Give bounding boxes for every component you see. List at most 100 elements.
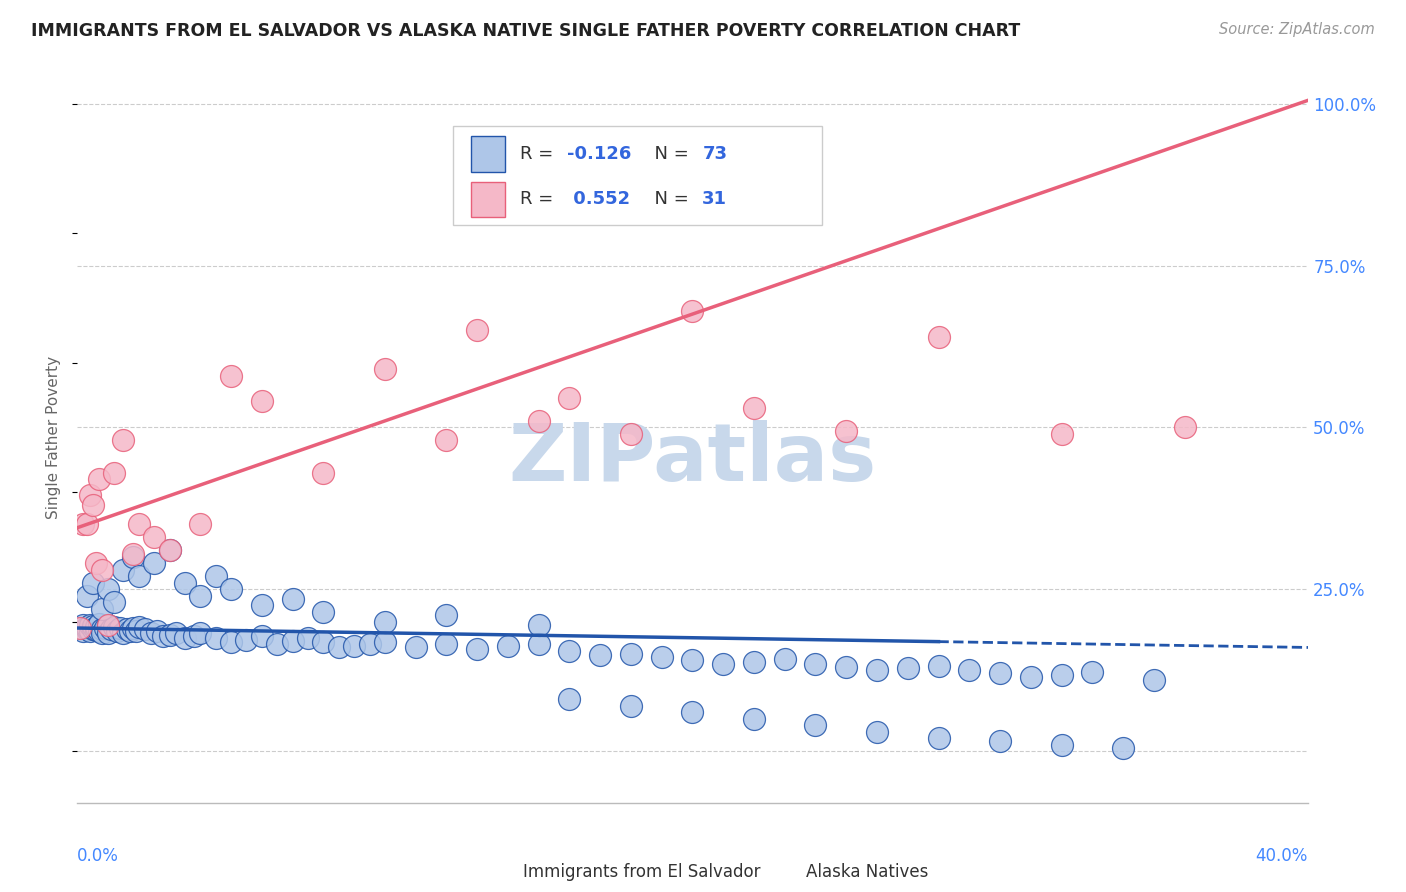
Point	[374, 615, 396, 629]
Text: 73: 73	[703, 145, 727, 163]
Point	[97, 625, 120, 640]
Point	[988, 734, 1011, 748]
Point	[651, 650, 673, 665]
Point	[82, 622, 104, 636]
Point	[188, 589, 212, 603]
Point	[527, 617, 550, 632]
Text: ZIPatlas: ZIPatlas	[509, 420, 876, 498]
Point	[1050, 667, 1073, 681]
Point	[94, 621, 117, 635]
Point	[374, 362, 396, 376]
Point	[359, 637, 381, 651]
Point	[188, 517, 212, 532]
Point	[128, 569, 150, 583]
Point	[250, 599, 273, 613]
Point	[159, 543, 181, 558]
Point	[988, 666, 1011, 681]
Point	[79, 618, 101, 632]
Point	[527, 414, 550, 428]
Point	[76, 589, 98, 603]
Point	[100, 623, 122, 637]
Point	[742, 712, 765, 726]
Point	[174, 631, 197, 645]
Point	[87, 472, 110, 486]
Point	[118, 624, 141, 639]
Point	[804, 657, 827, 671]
Point	[204, 569, 226, 583]
FancyBboxPatch shape	[453, 126, 821, 225]
Point	[527, 637, 550, 651]
Point	[250, 629, 273, 643]
Point	[97, 617, 120, 632]
Point	[110, 621, 132, 635]
Point	[128, 517, 150, 532]
Point	[1019, 669, 1042, 683]
Point	[82, 619, 104, 633]
Point	[558, 391, 581, 405]
Point	[558, 643, 581, 657]
Point	[152, 629, 174, 643]
Text: Immigrants from El Salvador: Immigrants from El Salvador	[523, 863, 761, 880]
Point	[266, 637, 288, 651]
Point	[928, 330, 950, 344]
Point	[79, 488, 101, 502]
Text: 31: 31	[703, 190, 727, 209]
Y-axis label: Single Father Poverty: Single Father Poverty	[46, 356, 62, 518]
Point	[82, 498, 104, 512]
Text: IMMIGRANTS FROM EL SALVADOR VS ALASKA NATIVE SINGLE FATHER POVERTY CORRELATION C: IMMIGRANTS FROM EL SALVADOR VS ALASKA NA…	[31, 22, 1021, 40]
Point	[374, 635, 396, 649]
Point	[159, 543, 181, 558]
Text: N =: N =	[644, 190, 695, 209]
Point	[103, 595, 125, 609]
Point	[682, 303, 704, 318]
Point	[1081, 665, 1104, 679]
Text: 0.0%: 0.0%	[77, 847, 120, 864]
Point	[87, 624, 110, 639]
Point	[835, 660, 858, 674]
Point	[219, 635, 242, 649]
Point	[405, 640, 427, 655]
Point	[128, 620, 150, 634]
Text: N =: N =	[644, 145, 695, 163]
Point	[103, 620, 125, 634]
Point	[1050, 738, 1073, 752]
Point	[496, 639, 519, 653]
Point	[141, 626, 163, 640]
Text: 0.552: 0.552	[567, 190, 630, 209]
Point	[72, 617, 94, 632]
Point	[436, 608, 458, 623]
Point	[90, 626, 114, 640]
Point	[804, 718, 827, 732]
Point	[84, 623, 107, 637]
Point	[773, 652, 796, 666]
Point	[219, 582, 242, 597]
Point	[1112, 740, 1135, 755]
Bar	[484, 860, 515, 883]
Point	[558, 692, 581, 706]
Point	[90, 601, 114, 615]
Point	[250, 394, 273, 409]
Point	[82, 575, 104, 590]
Point	[328, 640, 350, 655]
Point	[897, 661, 920, 675]
Point	[465, 323, 488, 337]
Point	[112, 625, 135, 640]
Point	[620, 426, 643, 441]
Point	[84, 557, 107, 571]
Point	[112, 563, 135, 577]
Point	[928, 658, 950, 673]
Point	[1174, 420, 1197, 434]
Point	[312, 605, 335, 619]
Point	[589, 648, 612, 663]
Text: R =: R =	[520, 145, 560, 163]
Point	[281, 591, 304, 606]
Point	[159, 627, 181, 641]
Bar	[766, 860, 797, 883]
Text: Source: ZipAtlas.com: Source: ZipAtlas.com	[1219, 22, 1375, 37]
Point	[312, 635, 335, 649]
Point	[112, 434, 135, 448]
Point	[711, 657, 734, 671]
Point	[79, 624, 101, 638]
Point	[97, 617, 120, 632]
Point	[87, 617, 110, 632]
